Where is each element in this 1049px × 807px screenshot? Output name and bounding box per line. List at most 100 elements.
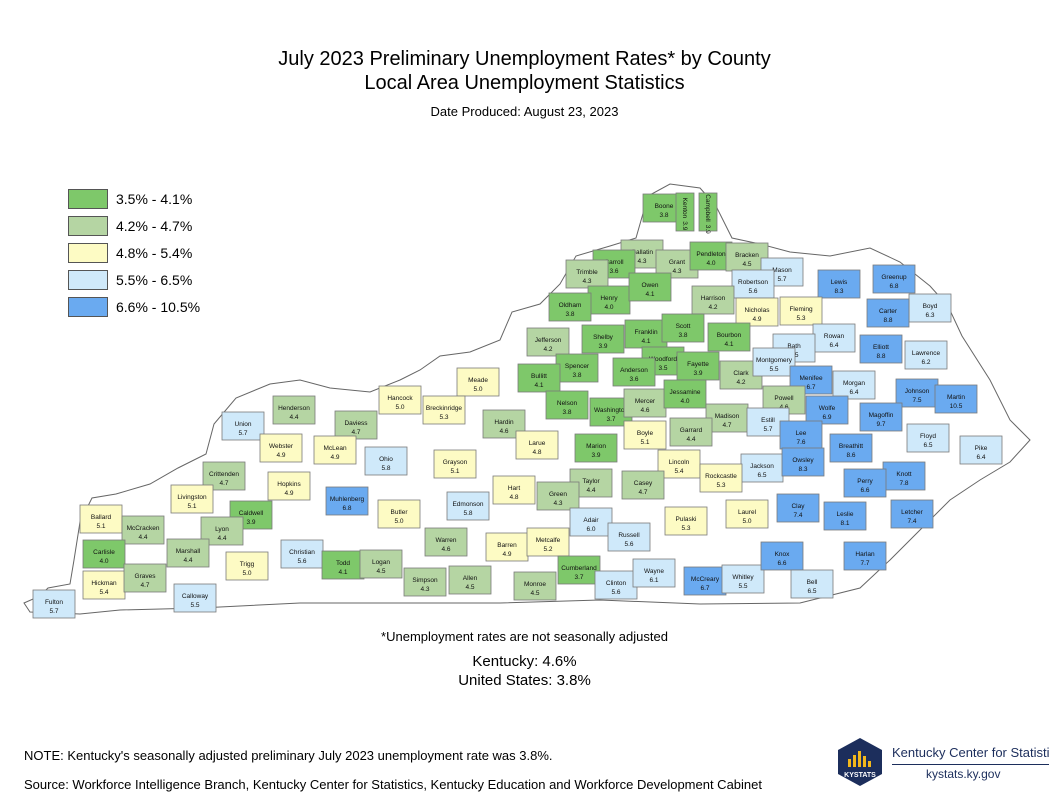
- county-martin: Martin 10.5: [934, 384, 978, 414]
- county-harrison: Harrison 4.2: [691, 285, 735, 315]
- footnote: *Unemployment rates are not seasonally a…: [381, 629, 668, 644]
- county-shape-breathitt: [829, 433, 873, 463]
- county-bourbon: Bourbon 4.1: [707, 322, 751, 352]
- county-butler: Butler 5.0: [377, 499, 421, 529]
- county-shape-elliott: [859, 334, 903, 364]
- county-label-jefferson: Jefferson 4.2: [535, 337, 562, 353]
- county-label-clay: Clay 7.4: [791, 503, 805, 519]
- county-shape-adair: [569, 507, 613, 537]
- county-label-powell: Powell 4.6: [774, 395, 794, 411]
- county-label-casey: Casey 4.7: [634, 480, 653, 496]
- county-scott: Scott 3.8: [661, 313, 705, 343]
- county-label-pendleton: Pendleton 4.0: [696, 251, 726, 267]
- county-shape-ohio: [364, 446, 408, 476]
- county-shape-ballard: [79, 504, 123, 534]
- county-label-butler: Butler 5.0: [391, 509, 409, 525]
- county-label-fulton: Fulton 5.7: [45, 599, 63, 615]
- county-label-todd: Todd 4.1: [336, 560, 350, 576]
- county-greenup: Greenup 6.8: [872, 264, 916, 294]
- county-label-taylor: Taylor 4.4: [582, 478, 600, 494]
- county-livingston: Livingston 5.1: [170, 484, 214, 514]
- county-label-ohio: Ohio 5.8: [379, 456, 393, 472]
- county-label-knox: Knox 6.6: [775, 551, 791, 567]
- county-shape-edmonson: [446, 491, 490, 521]
- legend-item-2: 4.2% - 4.7%: [68, 216, 268, 236]
- county-monroe: Monroe 4.5: [513, 571, 557, 601]
- county-label-elliott: Elliott 8.8: [873, 344, 889, 360]
- county-metcalfe: Metcalfe 5.2: [526, 527, 570, 557]
- county-pendleton: Pendleton 4.0: [689, 241, 733, 271]
- county-label-pulaski: Pulaski 5.3: [676, 516, 697, 532]
- county-label-johnson: Johnson 7.5: [905, 388, 930, 404]
- county-label-breckinridge: Breckinridge 5.3: [426, 405, 463, 421]
- kentucky-state-outline: [23, 183, 1031, 615]
- county-shape-trimble: [565, 259, 609, 289]
- county-marion: Marion 3.9: [574, 433, 618, 463]
- county-label-spencer: Spencer 3.8: [565, 363, 590, 379]
- county-label-bracken: Bracken 4.5: [735, 252, 759, 268]
- county-label-lee: Lee 7.6: [796, 430, 807, 446]
- county-label-hopkins: Hopkins 4.9: [277, 481, 301, 497]
- county-johnson: Johnson 7.5: [895, 378, 939, 408]
- us-rate: United States: 3.8%: [458, 672, 591, 689]
- county-label-carter: Carter 8.8: [879, 308, 898, 324]
- county-owen: Owen 4.1: [628, 272, 672, 302]
- legend-swatch-2: [68, 216, 108, 236]
- legend-label-5: 6.6% - 10.5%: [116, 299, 201, 315]
- county-allen: Allen 4.5: [448, 565, 492, 595]
- county-shape-hickman: [82, 570, 126, 600]
- county-shape-harrison: [691, 285, 735, 315]
- county-whitley: Whitley 5.5: [721, 564, 765, 594]
- county-adair: Adair 6.0: [569, 507, 613, 537]
- county-label-warren: Warren 4.6: [435, 537, 456, 553]
- county-nelson: Nelson 3.8: [545, 390, 589, 420]
- county-shape-meade: [456, 367, 500, 397]
- kentucky-rate: Kentucky: 4.6%: [472, 653, 577, 670]
- county-shape-anderson: [612, 357, 656, 387]
- county-shape-martin: [934, 384, 978, 414]
- legend-swatch-4: [68, 270, 108, 290]
- county-shape-christian: [280, 539, 324, 569]
- county-union: Union 5.7: [221, 411, 265, 441]
- county-green: Green 4.3: [536, 481, 580, 511]
- county-shape-metcalfe: [526, 527, 570, 557]
- county-label-hickman: Hickman 5.4: [91, 580, 117, 596]
- county-jackson: Jackson 6.5: [740, 453, 784, 483]
- county-label-rowan: Rowan 6.4: [824, 333, 845, 349]
- county-oldham: Oldham 3.8: [548, 292, 592, 322]
- county-label-franklin: Franklin 4.1: [634, 329, 658, 345]
- county-graves: Graves 4.7: [123, 563, 167, 593]
- date-produced: Date Produced: August 23, 2023: [430, 104, 619, 119]
- county-shape-leslie: [823, 501, 867, 531]
- county-label-fayette: Fayette 3.9: [687, 361, 709, 377]
- county-knox: Knox 6.6: [760, 541, 804, 571]
- county-morgan: Morgan 6.4: [832, 370, 876, 400]
- county-fayette: Fayette 3.9: [676, 351, 720, 381]
- county-label-whitley: Whitley 5.5: [732, 574, 754, 590]
- county-label-shelby: Shelby 3.9: [593, 334, 614, 350]
- county-shape-union: [221, 411, 265, 441]
- county-franklin: Franklin 4.1: [624, 319, 668, 349]
- county-shape-marshall: [166, 538, 210, 568]
- county-bell: Bell 6.5: [790, 569, 834, 599]
- county-shape-pike: [959, 435, 1003, 465]
- logo-url: kystats.ky.gov: [926, 767, 1001, 781]
- county-label-anderson: Anderson 3.6: [620, 367, 648, 383]
- county-label-pike: Pike 6.4: [975, 445, 988, 461]
- county-label-harlan: Harlan 7.7: [855, 551, 875, 567]
- county-label-crittenden: Crittenden 4.7: [209, 471, 239, 487]
- county-label-rockcastle: Rockcastle 5.3: [705, 473, 737, 489]
- county-henderson: Henderson 4.4: [272, 395, 316, 425]
- county-label-martin: Martin 10.5: [947, 394, 965, 410]
- county-shape-lawrence: [904, 340, 948, 370]
- county-hart: Hart 4.8: [492, 475, 536, 505]
- county-rowan: Rowan 6.4: [812, 323, 856, 353]
- county-anderson: Anderson 3.6: [612, 357, 656, 387]
- county-cumberland: Cumberland 3.7: [557, 555, 601, 585]
- county-shape-butler: [377, 499, 421, 529]
- county-clay: Clay 7.4: [776, 493, 820, 523]
- county-shape-jackson: [740, 453, 784, 483]
- county-shape-todd: [321, 550, 365, 580]
- county-shape-rowan: [812, 323, 856, 353]
